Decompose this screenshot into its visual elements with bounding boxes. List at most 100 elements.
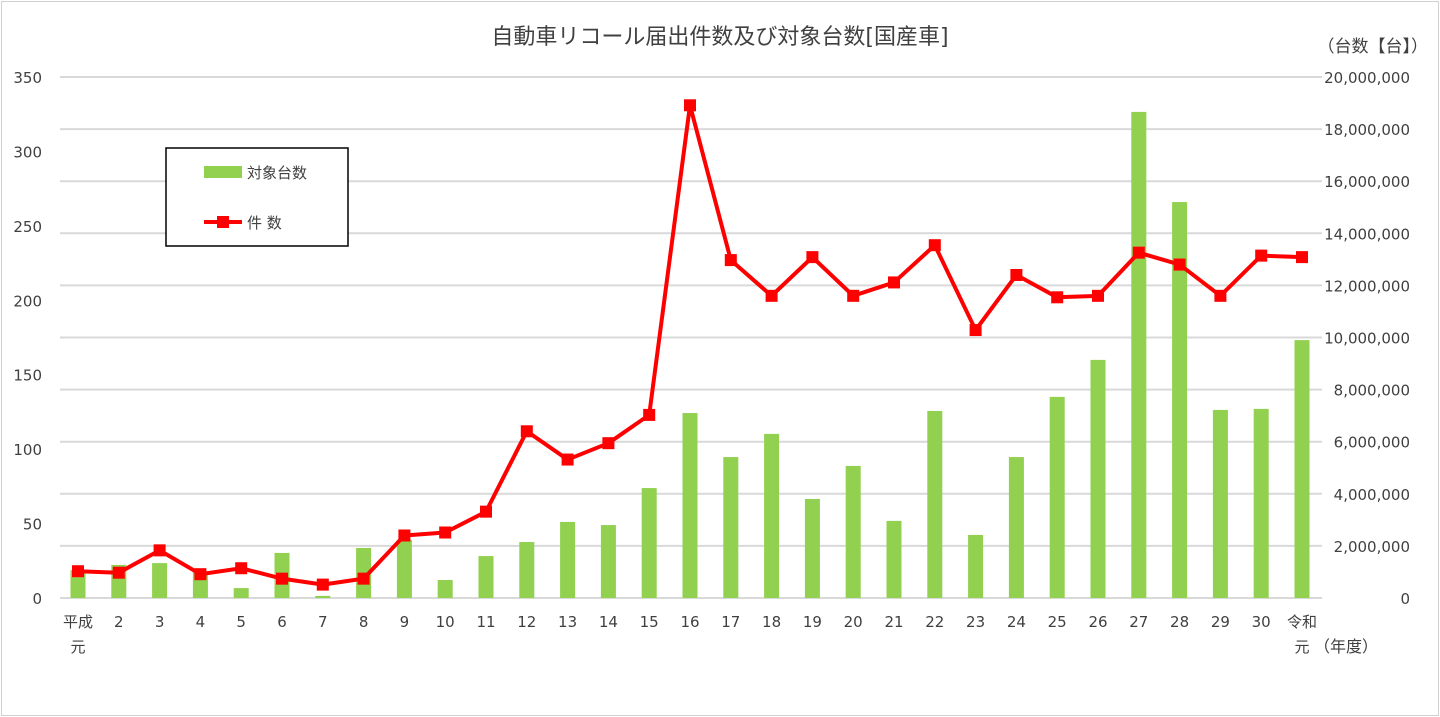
legend-line-marker (217, 216, 229, 228)
line-marker (520, 425, 533, 438)
x-tick-label: 14 (599, 613, 618, 631)
line-marker (1051, 291, 1064, 304)
line-marker (806, 251, 819, 264)
bar (1172, 202, 1188, 599)
line-marker (235, 562, 248, 575)
bar (315, 595, 331, 598)
x-tick-label: 24 (1007, 613, 1026, 631)
bar (478, 556, 494, 598)
line-marker (112, 566, 125, 579)
right-tick-label: 6,000,000 (1334, 434, 1410, 452)
legend-box (165, 147, 349, 247)
bar (600, 525, 616, 598)
x-tick-label: 28 (1170, 613, 1189, 631)
line-marker (928, 239, 941, 252)
bar (845, 465, 861, 598)
x-tick-label: 12 (517, 613, 536, 631)
x-tick-label: 令和 (1287, 613, 1317, 631)
bar (1212, 409, 1228, 598)
line-marker (1132, 246, 1145, 259)
legend: 対象台数 件 数 (165, 147, 349, 247)
x-tick-label: 5 (236, 613, 246, 631)
bar (927, 410, 943, 598)
bar (1131, 111, 1147, 599)
x-tick-label: 9 (400, 613, 410, 631)
bar (1008, 457, 1024, 598)
legend-label-bars: 対象台数 (247, 164, 307, 182)
bar (804, 499, 820, 598)
x-tick-label: 30 (1252, 613, 1271, 631)
line-marker (1173, 258, 1186, 271)
x-tick-label: 11 (476, 613, 495, 631)
x-tick-label: 19 (803, 613, 822, 631)
right-tick-label: 0 (1400, 590, 1410, 608)
x-tick-label: 27 (1129, 613, 1148, 631)
right-tick-label: 8,000,000 (1334, 382, 1410, 400)
right-tick-label: 20,000,000 (1324, 69, 1410, 87)
legend-label-line: 件 数 (247, 214, 282, 232)
x-tick-label-line2: 元 (1294, 638, 1309, 656)
x-tick-label-line2: 元 (70, 638, 85, 656)
left-tick-label: 50 (23, 516, 42, 534)
line-marker (888, 276, 900, 289)
x-tick-label: 3 (155, 613, 165, 631)
line-marker (398, 529, 411, 542)
line-marker (194, 568, 207, 581)
x-tick-label: 平成 (63, 613, 93, 631)
x-tick-label: 21 (884, 613, 903, 631)
line-marker (276, 572, 288, 585)
line-marker (724, 254, 737, 267)
line-marker (1010, 268, 1023, 281)
left-tick-label: 250 (13, 218, 42, 236)
line-marker (316, 578, 329, 591)
bar (1294, 340, 1310, 598)
x-tick-label: 8 (359, 613, 369, 631)
x-tick-label: 17 (721, 613, 740, 631)
x-tick-label: 13 (558, 613, 577, 631)
left-tick-label: 350 (13, 69, 42, 87)
x-tick-label: 10 (436, 613, 455, 631)
line-marker (1092, 289, 1104, 302)
bar (723, 457, 739, 598)
bar (682, 413, 698, 598)
right-tick-label: 16,000,000 (1324, 173, 1410, 191)
bar (1090, 359, 1106, 598)
x-tick-label: 7 (318, 613, 328, 631)
x-tick-label: 15 (640, 613, 659, 631)
right-tick-label: 14,000,000 (1324, 225, 1410, 243)
bar (152, 563, 168, 598)
x-tick-label: 6 (277, 613, 287, 631)
x-tick-label: 4 (196, 613, 206, 631)
legend-bar-swatch (204, 166, 242, 178)
bar (764, 433, 780, 598)
line-marker (561, 453, 574, 466)
x-tick-label: 23 (966, 613, 985, 631)
line-marker (357, 572, 370, 585)
right-tick-label: 2,000,000 (1334, 538, 1410, 556)
line-marker (439, 526, 452, 539)
x-tick-label: 18 (762, 613, 781, 631)
bar (886, 520, 902, 598)
line-marker (969, 324, 982, 337)
line-marker (1214, 289, 1227, 302)
bar (1049, 396, 1065, 598)
line-marker (1296, 251, 1308, 264)
left-tick-label: 200 (13, 292, 42, 310)
line-marker (765, 289, 778, 302)
bar (968, 534, 984, 598)
right-tick-label: 12,000,000 (1324, 277, 1410, 295)
left-tick-label: 150 (13, 367, 42, 385)
right-tick-label: 18,000,000 (1324, 121, 1410, 139)
right-axis-label: （台数【台】） (1318, 37, 1429, 57)
chart-title: 自動車リコール届出件数及び対象台数[国産車] (491, 25, 948, 50)
left-tick-label: 0 (32, 590, 42, 608)
bar (1253, 408, 1269, 598)
bar (519, 541, 535, 598)
line-marker (153, 544, 166, 557)
line-marker (847, 289, 860, 302)
line-marker (480, 505, 492, 518)
left-tick-label: 100 (13, 441, 42, 459)
x-tick-label: 22 (925, 613, 944, 631)
